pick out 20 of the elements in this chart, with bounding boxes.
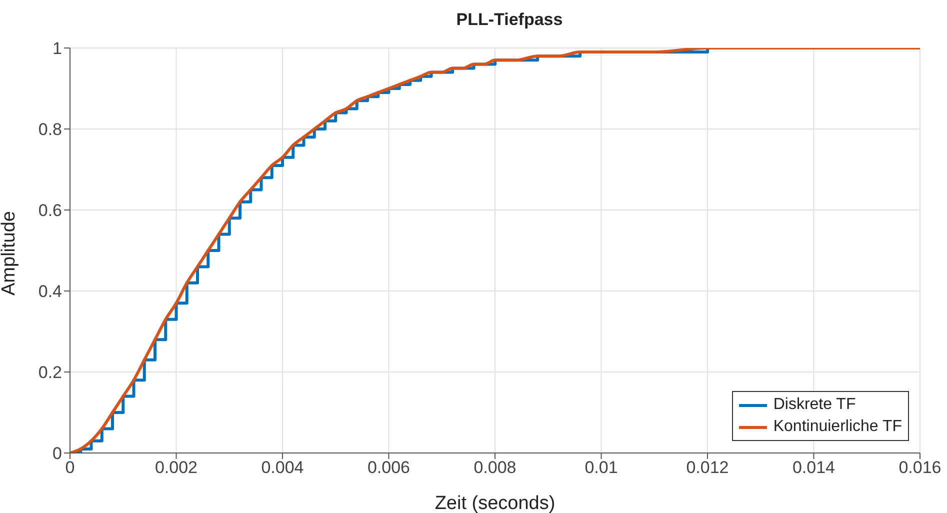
y-tick-label: 0.6 <box>38 201 62 220</box>
y-tick-label: 0.8 <box>38 120 62 140</box>
y-tick-label: 1 <box>52 39 62 58</box>
legend-label: Kontinuierliche TF <box>773 417 902 437</box>
x-tick-label: 0.014 <box>792 458 836 478</box>
x-tick-label: 0.004 <box>261 458 304 478</box>
x-tick-label: 0.006 <box>367 458 410 478</box>
x-tick-label: 0.016 <box>898 458 942 478</box>
y-axis-title: Amplitude <box>0 211 20 296</box>
x-tick-label: 0 <box>65 458 75 478</box>
x-tick-label: 0.012 <box>686 458 729 478</box>
x-axis-title: Zeit (seconds) <box>434 493 556 513</box>
y-tick-label: 0 <box>52 444 62 464</box>
x-tick-label: 0.008 <box>474 458 516 478</box>
x-tick-label: 0.002 <box>154 458 198 478</box>
y-tick-label: 0.4 <box>38 282 62 302</box>
x-tick-label: 0.01 <box>584 458 618 478</box>
y-tick-label: 0.2 <box>38 363 62 382</box>
chart-title: PLL-Tiefpass <box>455 10 564 30</box>
legend-label: Diskrete TF <box>773 395 856 415</box>
